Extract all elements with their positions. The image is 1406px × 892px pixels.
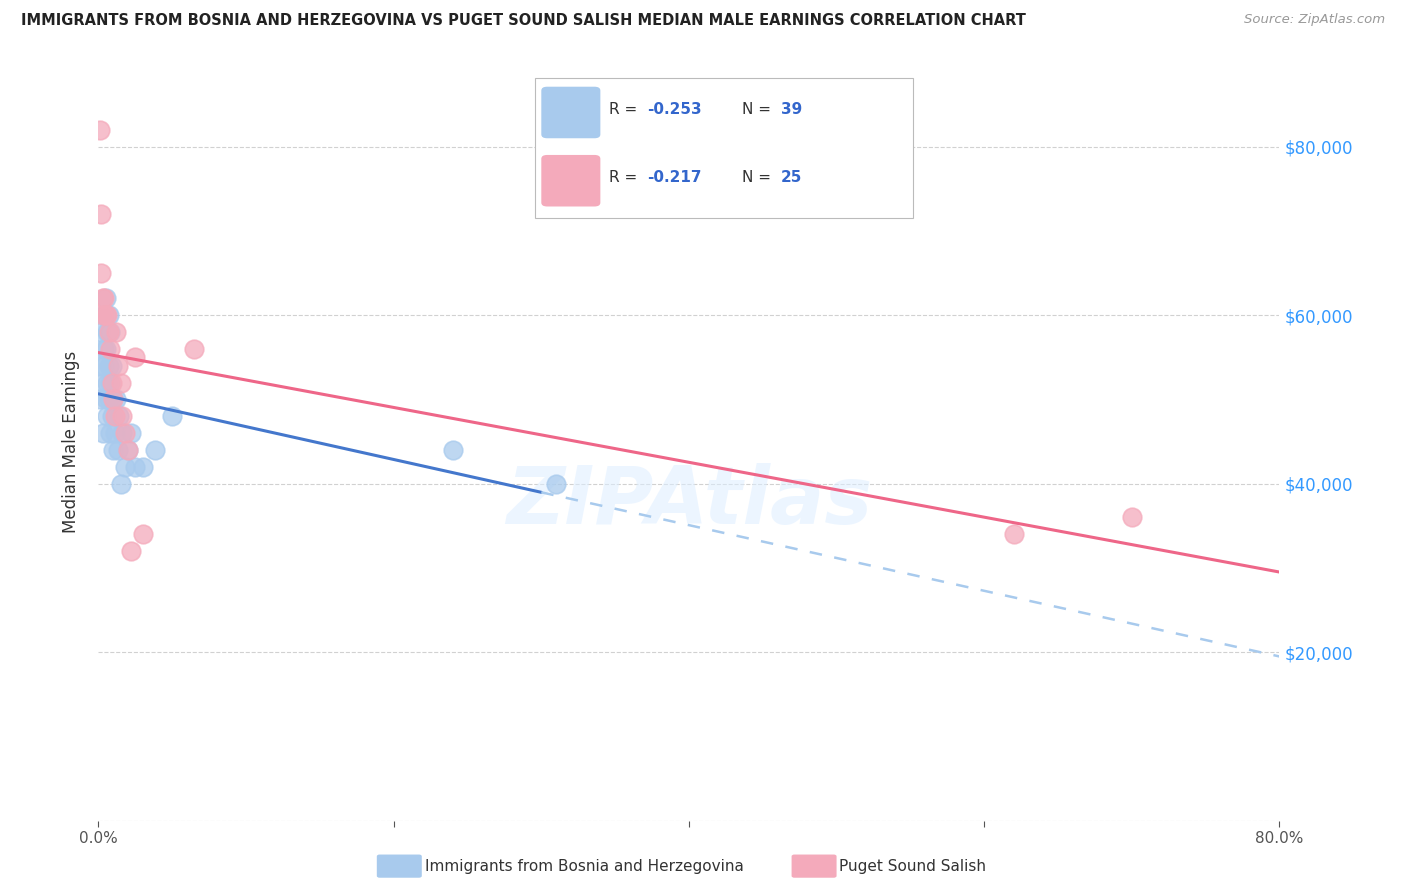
Text: R =: R = bbox=[609, 170, 647, 186]
Point bbox=[441, 442, 464, 457]
Point bbox=[105, 392, 128, 407]
Point bbox=[1121, 510, 1143, 524]
Point bbox=[90, 325, 112, 339]
Text: N =: N = bbox=[742, 170, 776, 186]
Point bbox=[89, 392, 111, 407]
Point bbox=[117, 442, 139, 457]
Point bbox=[90, 266, 112, 280]
Point bbox=[100, 359, 122, 373]
Text: ZIPAtlas: ZIPAtlas bbox=[506, 463, 872, 541]
Point bbox=[90, 207, 112, 221]
Text: R =: R = bbox=[609, 102, 641, 117]
Point bbox=[98, 376, 121, 390]
FancyBboxPatch shape bbox=[541, 155, 600, 207]
Point bbox=[91, 291, 114, 305]
Point bbox=[94, 291, 117, 305]
Point bbox=[93, 359, 115, 373]
Point bbox=[94, 342, 117, 356]
Text: 25: 25 bbox=[782, 170, 803, 186]
Point bbox=[97, 325, 120, 339]
Point bbox=[124, 351, 146, 365]
Point bbox=[90, 359, 112, 373]
Point bbox=[93, 308, 115, 322]
Point bbox=[94, 308, 117, 322]
Point bbox=[110, 376, 132, 390]
Point bbox=[93, 342, 115, 356]
Point bbox=[110, 476, 132, 491]
Point bbox=[124, 459, 146, 474]
Point bbox=[94, 392, 117, 407]
Point bbox=[98, 342, 121, 356]
Point bbox=[97, 392, 120, 407]
FancyBboxPatch shape bbox=[536, 78, 914, 218]
Point bbox=[132, 459, 155, 474]
Text: Immigrants from Bosnia and Herzegovina: Immigrants from Bosnia and Herzegovina bbox=[425, 859, 744, 873]
Text: IMMIGRANTS FROM BOSNIA AND HERZEGOVINA VS PUGET SOUND SALISH MEDIAN MALE EARNING: IMMIGRANTS FROM BOSNIA AND HERZEGOVINA V… bbox=[21, 13, 1026, 29]
Point bbox=[111, 409, 134, 424]
Point bbox=[114, 459, 136, 474]
Text: 39: 39 bbox=[782, 102, 803, 117]
Point bbox=[103, 442, 125, 457]
Point bbox=[107, 359, 129, 373]
Point bbox=[93, 291, 115, 305]
Text: Source: ZipAtlas.com: Source: ZipAtlas.com bbox=[1244, 13, 1385, 27]
Point bbox=[91, 426, 114, 441]
Point bbox=[97, 308, 120, 322]
Point bbox=[100, 376, 122, 390]
Text: N =: N = bbox=[742, 102, 776, 117]
Point bbox=[120, 544, 142, 558]
Point bbox=[111, 426, 134, 441]
Point bbox=[117, 442, 139, 457]
Point bbox=[103, 392, 125, 407]
Point bbox=[97, 359, 120, 373]
Text: -0.253: -0.253 bbox=[648, 102, 702, 117]
Point bbox=[183, 342, 205, 356]
Point bbox=[100, 409, 122, 424]
Point bbox=[162, 409, 183, 424]
Point bbox=[105, 325, 128, 339]
Point bbox=[120, 426, 142, 441]
Text: Puget Sound Salish: Puget Sound Salish bbox=[839, 859, 987, 873]
Point bbox=[132, 527, 155, 541]
Point bbox=[1002, 527, 1025, 541]
Text: -0.217: -0.217 bbox=[648, 170, 702, 186]
Point bbox=[107, 442, 129, 457]
Point bbox=[103, 392, 125, 407]
Point bbox=[104, 409, 127, 424]
Point bbox=[98, 426, 121, 441]
Point bbox=[98, 325, 121, 339]
Point bbox=[91, 308, 114, 322]
Point bbox=[89, 123, 111, 137]
Point bbox=[143, 442, 166, 457]
Point bbox=[96, 409, 118, 424]
Point bbox=[91, 376, 114, 390]
Point bbox=[104, 426, 127, 441]
Point bbox=[96, 325, 118, 339]
FancyBboxPatch shape bbox=[541, 87, 600, 138]
Point bbox=[546, 476, 568, 491]
Point bbox=[108, 409, 131, 424]
Point bbox=[114, 426, 136, 441]
Point bbox=[96, 376, 118, 390]
Y-axis label: Median Male Earnings: Median Male Earnings bbox=[62, 351, 80, 533]
Point bbox=[96, 308, 118, 322]
